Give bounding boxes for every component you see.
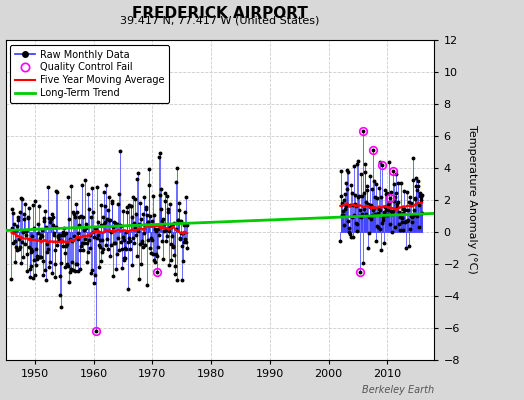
Y-axis label: Temperature Anomaly (°C): Temperature Anomaly (°C) [466,126,476,274]
Legend: Raw Monthly Data, Quality Control Fail, Five Year Moving Average, Long-Term Tren: Raw Monthly Data, Quality Control Fail, … [10,45,169,103]
Text: Berkeley Earth: Berkeley Earth [362,386,434,396]
Title: FREDERICK AIRPORT: FREDERICK AIRPORT [132,6,308,20]
Text: 39.417 N, 77.417 W (United States): 39.417 N, 77.417 W (United States) [120,15,320,25]
